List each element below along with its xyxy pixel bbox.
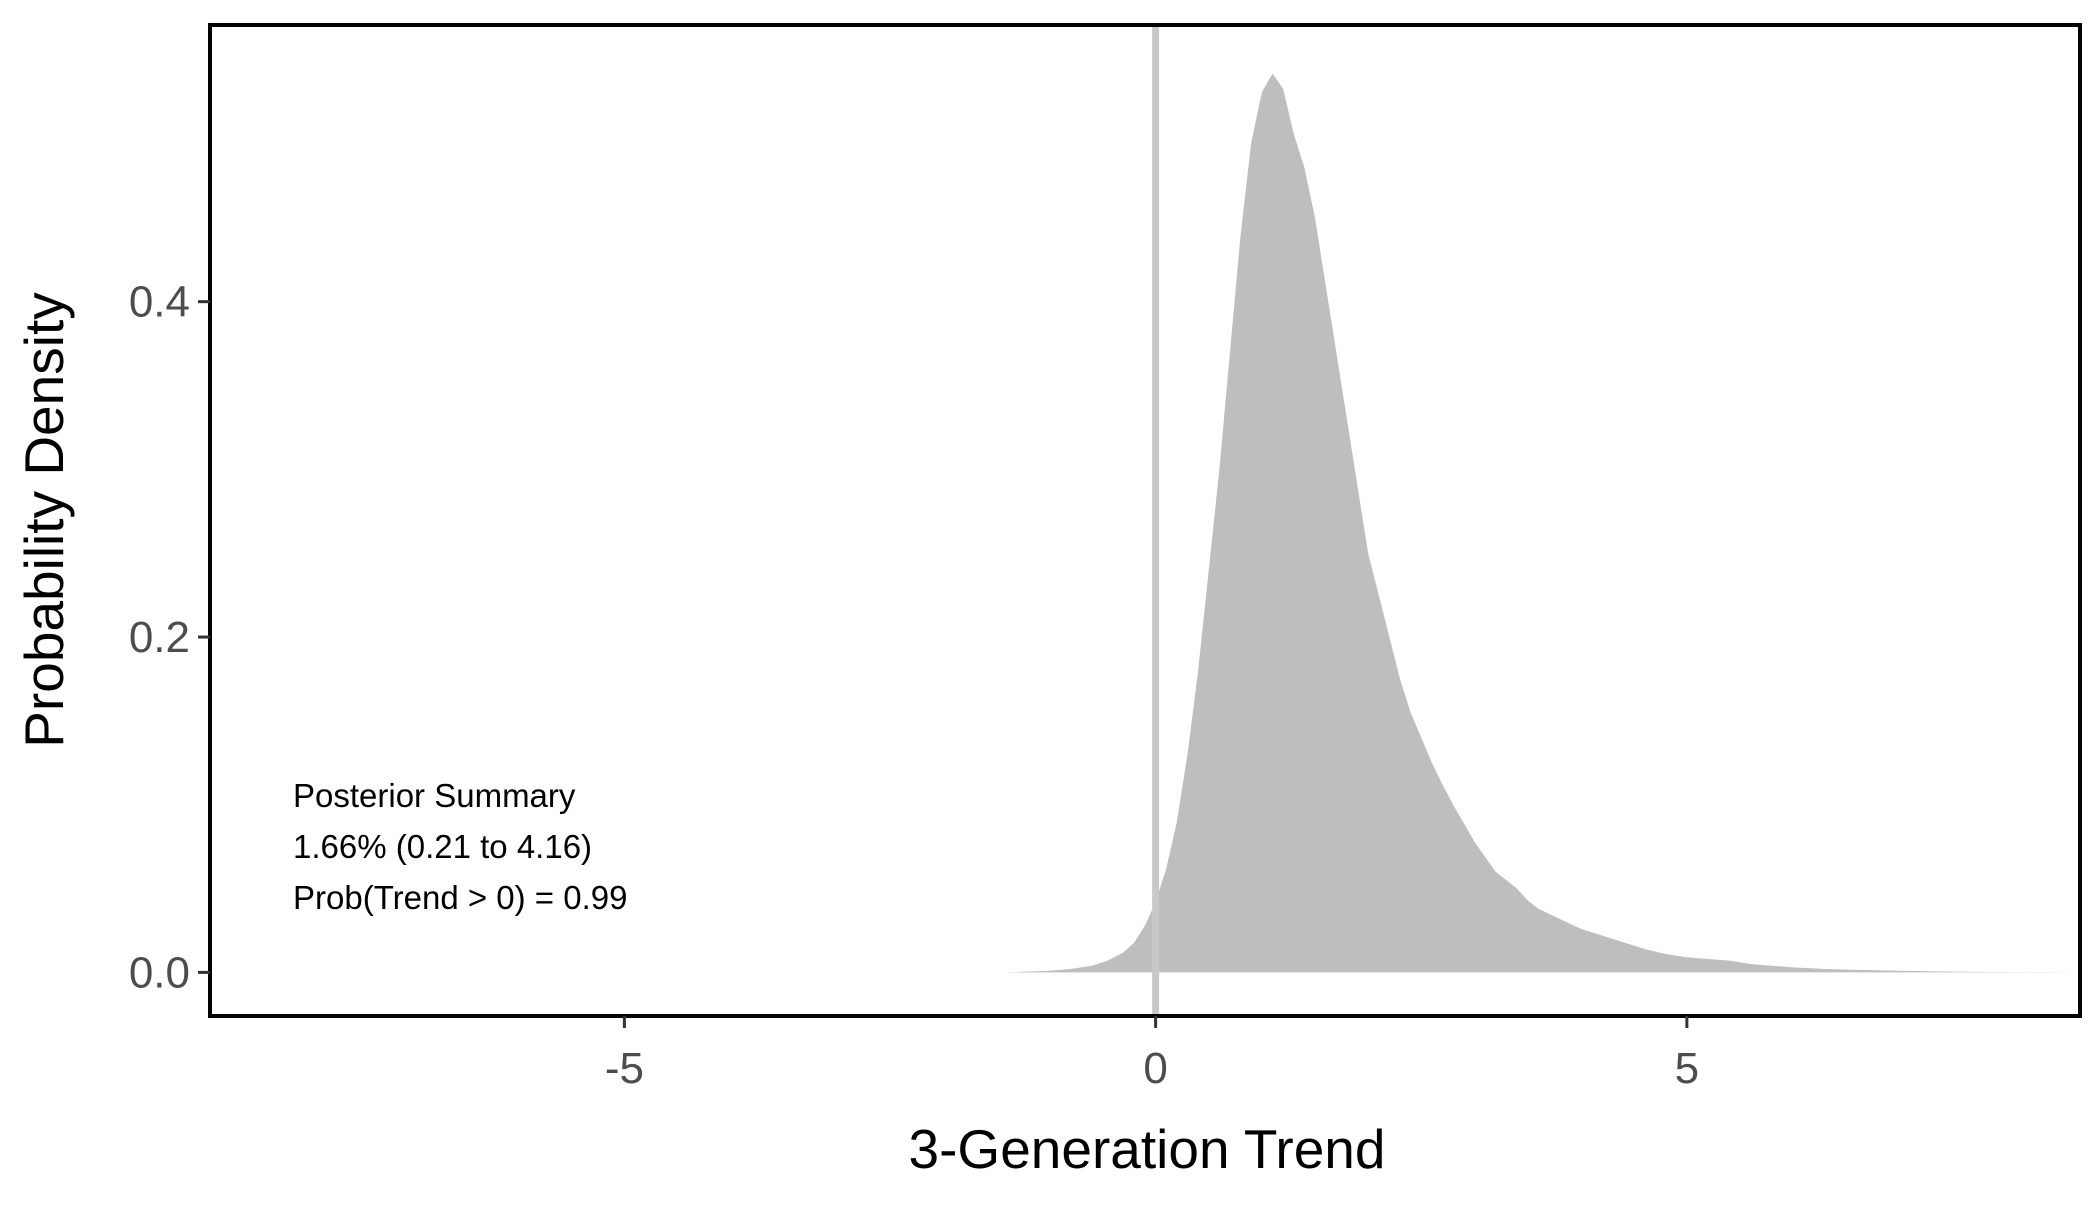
annotation-estimate: 1.66% (0.21 to 4.16) (293, 828, 592, 865)
annotation-probability: Prob(Trend > 0) = 0.99 (293, 879, 627, 916)
y-axis-title: Probability Density (13, 292, 75, 748)
density-area (1006, 73, 2080, 973)
x-tick-label: -5 (605, 1044, 644, 1093)
y-tick-label: 0.0 (129, 948, 190, 997)
x-axis-title: 3-Generation Trend (909, 1118, 1386, 1180)
annotation-title: Posterior Summary (293, 777, 576, 814)
plot-border (208, 23, 2082, 1018)
y-tick-label: 0.4 (129, 278, 190, 327)
x-tick-label: 0 (1143, 1044, 1167, 1093)
plot-area: 0.0 0.2 0.4 -5 0 5 (129, 23, 2082, 1093)
y-tick-label: 0.2 (129, 613, 190, 662)
x-tick-label: 5 (1675, 1044, 1699, 1093)
